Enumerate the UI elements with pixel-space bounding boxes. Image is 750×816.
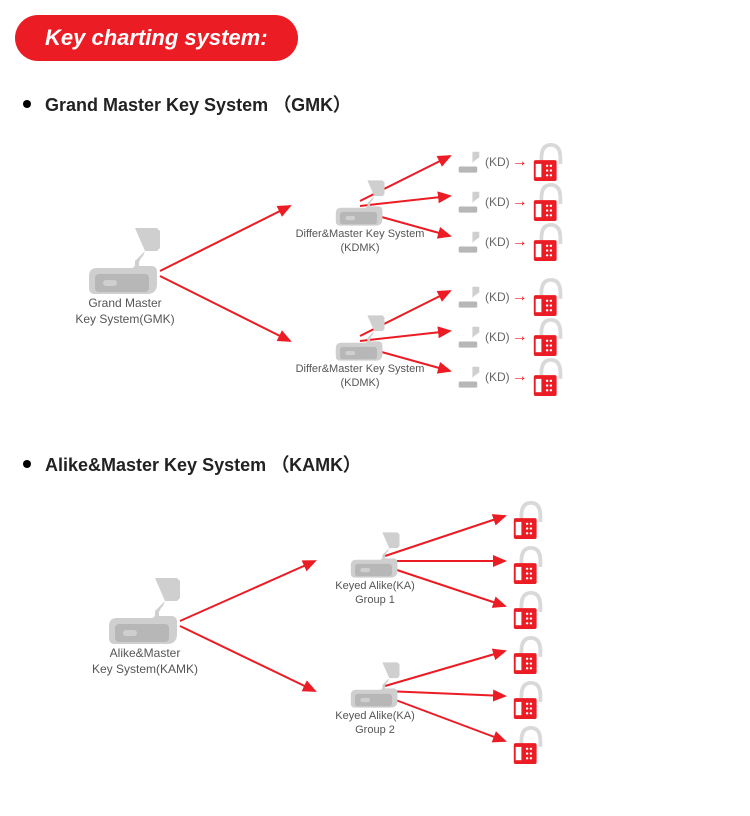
arrow-icon: → xyxy=(512,153,528,171)
kamk-root-node: Alike&Master Key System(KAMK) xyxy=(75,576,215,677)
kamk-mid1-label1: Keyed Alike(KA) xyxy=(310,579,440,593)
kd-label: (KD) xyxy=(485,370,510,384)
title-pill: Key charting system: xyxy=(15,15,298,61)
padlock-icon xyxy=(530,141,568,183)
kamk-mid2-node: Keyed Alike(KA) Group 2 xyxy=(310,661,440,738)
bullet-icon xyxy=(23,460,31,468)
padlock-unit xyxy=(510,499,548,541)
gmk-mid2-node: Differ&Master Key System (KDMK) xyxy=(290,314,430,391)
gmk-root-node: Grand Master Key System(GMK) xyxy=(55,226,195,327)
kd-unit: (KD) → xyxy=(455,276,568,318)
gmk-diagram: Grand Master Key System(GMK) Differ&Mast… xyxy=(15,131,735,441)
padlock-icon xyxy=(510,724,548,766)
key-icon xyxy=(333,179,388,227)
key-icon xyxy=(455,230,483,254)
kamk-mid2-label2: Group 2 xyxy=(310,723,440,737)
padlock-unit xyxy=(510,679,548,721)
kd-label: (KD) xyxy=(485,155,510,169)
kamk-mid2-label1: Keyed Alike(KA) xyxy=(310,709,440,723)
kd-unit: (KD) → xyxy=(455,141,568,183)
padlock-icon xyxy=(510,679,548,721)
kd-unit: (KD) → xyxy=(455,221,568,263)
arrow-icon: → xyxy=(512,193,528,211)
kamk-mid1-node: Keyed Alike(KA) Group 1 xyxy=(310,531,440,608)
title-text: Key charting system: xyxy=(45,25,268,50)
padlock-unit xyxy=(510,634,548,676)
gmk-heading: Grand Master Key System （GMK） xyxy=(15,91,735,117)
arrow-icon: → xyxy=(512,328,528,346)
gmk-mid2-label1: Differ&Master Key System xyxy=(290,362,430,376)
kamk-mid1-label2: Group 1 xyxy=(310,593,440,607)
arrow-icon: → xyxy=(512,368,528,386)
key-icon xyxy=(348,531,403,579)
key-icon xyxy=(105,576,185,646)
gmk-mid2-label2: (KDMK) xyxy=(290,376,430,390)
kamk-heading-text: Alike&Master Key System （KAMK） xyxy=(45,451,361,477)
padlock-icon xyxy=(530,316,568,358)
bullet-icon xyxy=(23,100,31,108)
kamk-heading: Alike&Master Key System （KAMK） xyxy=(15,451,735,477)
key-icon xyxy=(348,661,403,709)
gmk-root-label2: Key System(GMK) xyxy=(55,312,195,328)
key-icon xyxy=(333,314,388,362)
padlock-icon xyxy=(510,589,548,631)
key-icon xyxy=(455,365,483,389)
gmk-mid1-node: Differ&Master Key System (KDMK) xyxy=(290,179,430,256)
kd-unit: (KD) → xyxy=(455,316,568,358)
gmk-mid1-label1: Differ&Master Key System xyxy=(290,227,430,241)
padlock-icon xyxy=(530,356,568,398)
key-icon xyxy=(455,190,483,214)
key-icon xyxy=(85,226,165,296)
padlock-icon xyxy=(510,634,548,676)
padlock-icon xyxy=(530,276,568,318)
arrow-icon: → xyxy=(512,288,528,306)
kamk-diagram: Alike&Master Key System(KAMK) Keyed Alik… xyxy=(15,491,735,801)
gmk-heading-text: Grand Master Key System （GMK） xyxy=(45,91,351,117)
kd-label: (KD) xyxy=(485,330,510,344)
padlock-unit xyxy=(510,724,548,766)
padlock-unit xyxy=(510,589,548,631)
kd-label: (KD) xyxy=(485,290,510,304)
padlock-icon xyxy=(530,221,568,263)
gmk-root-label1: Grand Master xyxy=(55,296,195,312)
padlock-icon xyxy=(530,181,568,223)
padlock-icon xyxy=(510,499,548,541)
kd-label: (KD) xyxy=(485,195,510,209)
key-icon xyxy=(455,325,483,349)
kd-unit: (KD) → xyxy=(455,181,568,223)
kd-label: (KD) xyxy=(485,235,510,249)
kd-unit: (KD) → xyxy=(455,356,568,398)
key-icon xyxy=(455,150,483,174)
padlock-unit xyxy=(510,544,548,586)
kamk-root-label1: Alike&Master xyxy=(75,646,215,662)
kamk-root-label2: Key System(KAMK) xyxy=(75,662,215,678)
gmk-mid1-label2: (KDMK) xyxy=(290,241,430,255)
arrow-icon: → xyxy=(512,233,528,251)
key-icon xyxy=(455,285,483,309)
padlock-icon xyxy=(510,544,548,586)
